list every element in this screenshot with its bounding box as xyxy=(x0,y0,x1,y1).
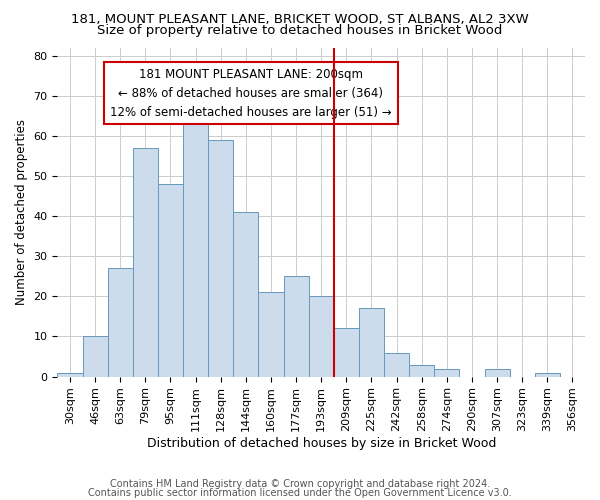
X-axis label: Distribution of detached houses by size in Bricket Wood: Distribution of detached houses by size … xyxy=(146,437,496,450)
Text: Contains public sector information licensed under the Open Government Licence v3: Contains public sector information licen… xyxy=(88,488,512,498)
Bar xyxy=(535,372,560,376)
Bar xyxy=(485,368,509,376)
Bar xyxy=(133,148,158,376)
Bar xyxy=(158,184,183,376)
Bar xyxy=(107,268,133,376)
Bar xyxy=(434,368,460,376)
Text: Size of property relative to detached houses in Bricket Wood: Size of property relative to detached ho… xyxy=(97,24,503,37)
Bar xyxy=(58,372,83,376)
Y-axis label: Number of detached properties: Number of detached properties xyxy=(15,119,28,305)
Bar xyxy=(308,296,334,376)
Text: Contains HM Land Registry data © Crown copyright and database right 2024.: Contains HM Land Registry data © Crown c… xyxy=(110,479,490,489)
Bar xyxy=(183,116,208,376)
Text: 181 MOUNT PLEASANT LANE: 200sqm
← 88% of detached houses are smaller (364)
12% o: 181 MOUNT PLEASANT LANE: 200sqm ← 88% of… xyxy=(110,68,392,118)
Bar xyxy=(409,364,434,376)
Text: 181, MOUNT PLEASANT LANE, BRICKET WOOD, ST ALBANS, AL2 3XW: 181, MOUNT PLEASANT LANE, BRICKET WOOD, … xyxy=(71,12,529,26)
Bar xyxy=(233,212,259,376)
Bar xyxy=(334,328,359,376)
Bar xyxy=(384,352,409,376)
Bar xyxy=(208,140,233,376)
Bar xyxy=(284,276,308,376)
Bar xyxy=(359,308,384,376)
Bar xyxy=(259,292,284,376)
Bar xyxy=(83,336,107,376)
